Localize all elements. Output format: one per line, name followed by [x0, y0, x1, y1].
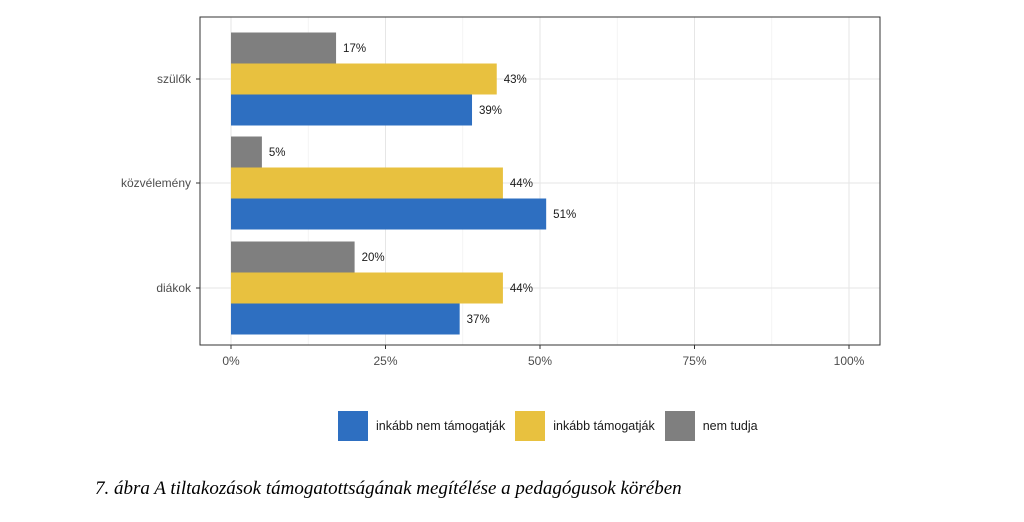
bar: [231, 241, 355, 273]
y-tick-label: szülők: [157, 72, 192, 86]
bar-value-label: 43%: [504, 74, 527, 86]
x-tick-label: 75%: [682, 354, 706, 368]
legend-item-not-support: inkább nem támogatják: [338, 411, 505, 441]
legend-label-dont-know: nem tudja: [702, 419, 758, 433]
legend-item-support: inkább támogatják: [515, 411, 655, 441]
y-tick-label: közvélemény: [121, 176, 191, 190]
bar-value-label: 44%: [510, 178, 533, 190]
bar-value-label: 51%: [553, 209, 576, 221]
legend-label-support: inkább támogatják: [553, 419, 655, 433]
bar: [231, 198, 547, 230]
bar-value-label: 20%: [362, 252, 385, 264]
bar: [231, 136, 262, 168]
bar-chart: 17% 5% 20% 43% 44% 44% 39% 51% 37% szülők közvélem…: [121, 16, 881, 368]
bar-value-label: 5%: [269, 147, 286, 159]
bar: [231, 272, 503, 304]
bar-value-label: 39%: [479, 105, 502, 117]
bar: [231, 94, 473, 126]
bar-value-label: 17%: [343, 43, 366, 55]
bar: [231, 63, 497, 95]
legend-swatch-support: [515, 411, 546, 441]
figure-caption: 7. ábra A tiltakozások támogatottságának…: [95, 478, 682, 499]
x-tick-label: 25%: [373, 354, 397, 368]
bar: [231, 32, 337, 64]
bar-value-label: 44%: [510, 283, 533, 295]
legend-item-dont-know: nem tudja: [664, 411, 758, 441]
legend-label-not-support: inkább nem támogatják: [376, 419, 506, 433]
x-tick-label: 100%: [834, 354, 865, 368]
bar: [231, 167, 503, 199]
bar-value-label: 37%: [467, 314, 490, 326]
chart-legend: inkább nem támogatják inkább támogatják …: [338, 410, 768, 442]
x-tick-label: 50%: [528, 354, 552, 368]
legend-swatch-not-support: [338, 411, 368, 441]
legend-swatch-dont-know: [664, 411, 695, 441]
y-tick-label: diákok: [156, 281, 192, 295]
x-tick-label: 0%: [222, 354, 240, 368]
bar: [231, 303, 460, 335]
